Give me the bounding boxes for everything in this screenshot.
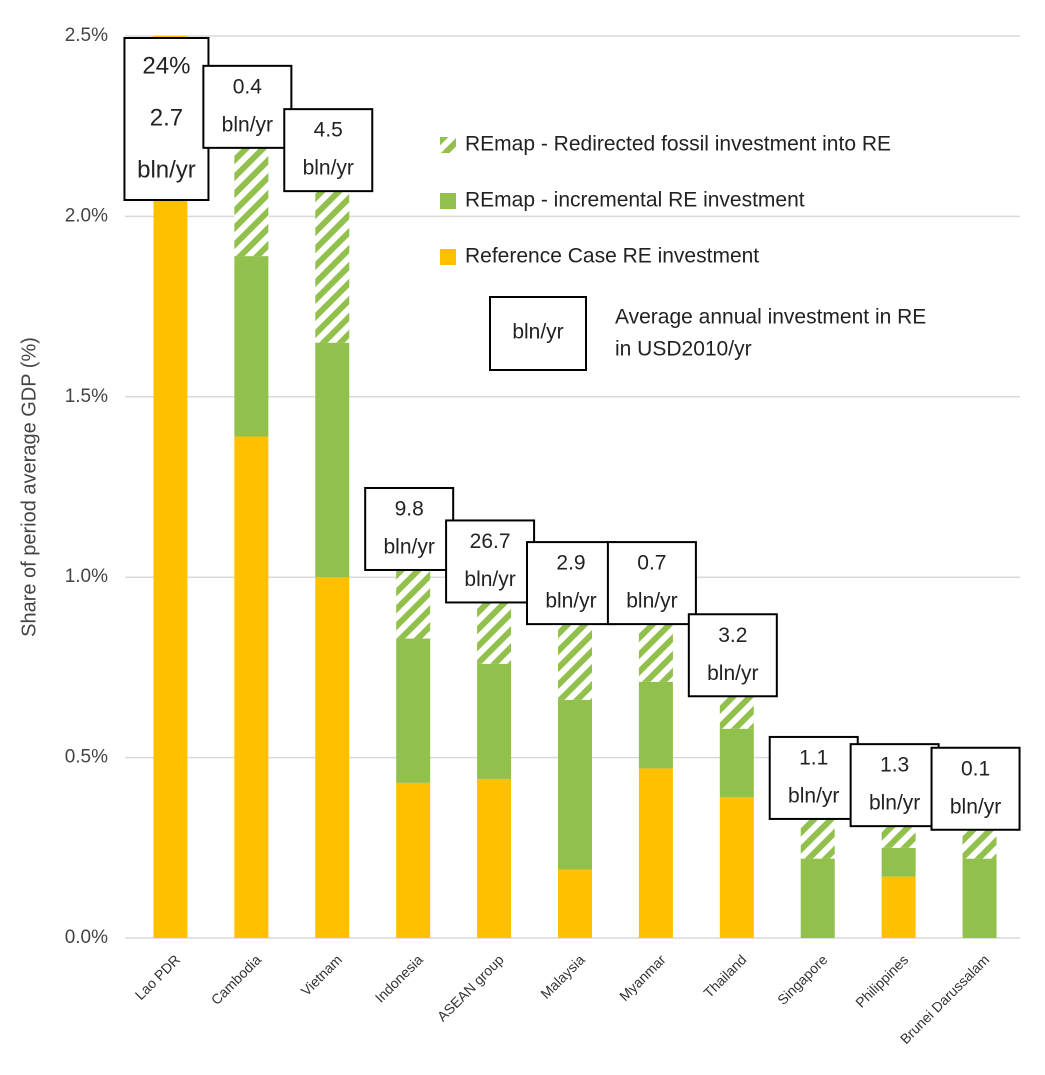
annotation-text: bln/yr xyxy=(464,568,515,591)
annotation-text: bln/yr xyxy=(303,157,354,180)
legend-swatch xyxy=(440,137,456,153)
x-tick-label: Singapore xyxy=(774,951,831,1008)
x-tick-label: Myanmar xyxy=(616,951,669,1004)
annotation-text: 2.7 xyxy=(150,104,183,131)
annotation-text: 26.7 xyxy=(470,530,511,553)
annotation-text: bln/yr xyxy=(222,113,273,136)
annotation-text: bln/yr xyxy=(950,795,1001,818)
bar-segment xyxy=(315,577,350,938)
y-tick-label: 1.5% xyxy=(65,386,108,407)
bars xyxy=(153,36,997,938)
bar-segment xyxy=(638,768,673,938)
annotation-text: 1.3 xyxy=(880,754,909,777)
x-tick-label: Brunei Darussalam xyxy=(897,951,993,1047)
annotation-text: 0.1 xyxy=(961,757,990,780)
legend-box xyxy=(489,296,587,371)
y-tick-label: 0.5% xyxy=(65,747,108,768)
y-tick-label: 1.0% xyxy=(65,566,108,587)
bar-segment xyxy=(719,728,754,798)
x-tick-label: Lao PDR xyxy=(132,951,183,1002)
annotation-box xyxy=(768,735,859,820)
bar-segment xyxy=(558,624,592,700)
bar-segment xyxy=(719,797,754,938)
annotation-box xyxy=(445,519,536,604)
bar-segment xyxy=(881,876,916,938)
annotation-text: 0.4 xyxy=(233,75,263,98)
legend-swatch xyxy=(440,249,456,265)
x-tick-label: Thailand xyxy=(700,951,749,1000)
annotation-box xyxy=(123,37,210,201)
annotation-box xyxy=(930,746,1021,831)
annotation-box xyxy=(606,541,697,626)
annotation-text: bln/yr xyxy=(788,784,839,807)
bar-segment xyxy=(881,826,916,848)
bar-segment xyxy=(962,858,997,938)
y-axis-label: Share of period average GDP (%) xyxy=(18,337,40,637)
bar-segment xyxy=(477,663,512,780)
bar-segment xyxy=(396,638,431,783)
annotation-text: 1.1 xyxy=(799,746,828,769)
bar-segment xyxy=(881,847,916,877)
x-tick-label: Indonesia xyxy=(372,951,426,1005)
annotation-text: bln/yr xyxy=(545,590,596,613)
annotation-text: 0.7 xyxy=(637,552,666,575)
annotation-text: bln/yr xyxy=(626,590,677,613)
annotation-box xyxy=(202,64,293,149)
bar-segment xyxy=(558,699,592,870)
annotation-box xyxy=(364,486,455,571)
y-tick-label: 0.0% xyxy=(65,927,108,948)
annotation-box xyxy=(849,743,940,828)
bar-segment xyxy=(800,858,835,938)
bar-segment xyxy=(315,191,350,343)
x-tick-label: Philippines xyxy=(852,951,911,1010)
y-tick-label: 2.0% xyxy=(65,205,108,226)
x-tick-label: Vietnam xyxy=(298,951,345,998)
bar-segment xyxy=(638,624,673,682)
annotation-text: bln/yr xyxy=(707,662,758,685)
x-tick-label: Cambodia xyxy=(208,951,265,1008)
bar-segment xyxy=(638,681,673,769)
bar-segment xyxy=(558,869,592,938)
x-tick-label: Malaysia xyxy=(537,951,588,1002)
annotation-text: bln/yr xyxy=(384,536,435,559)
bar-segment xyxy=(234,256,269,437)
annotation-text: 2.9 xyxy=(556,552,585,575)
bar-segment xyxy=(234,436,269,938)
bar-segment xyxy=(477,779,512,938)
legend-note: in USD2010/yr xyxy=(615,338,752,361)
legend-label: Reference Case RE investment xyxy=(465,245,759,268)
bar-segment xyxy=(719,696,754,729)
annotation-text: 9.8 xyxy=(395,498,424,521)
annotation-text: 4.5 xyxy=(314,119,343,142)
legend-note: Average annual investment in RE xyxy=(615,306,926,329)
legend-label: REmap - incremental RE investment xyxy=(465,189,805,212)
bar-segment xyxy=(234,147,269,257)
annotation-box xyxy=(283,108,374,193)
annotation-box xyxy=(687,613,778,698)
bar-segment xyxy=(315,342,350,578)
y-tick-label: 2.5% xyxy=(65,25,108,46)
annotation-text: bln/yr xyxy=(137,156,196,183)
x-tick-label: ASEAN group xyxy=(434,951,507,1024)
bar-segment xyxy=(800,818,835,859)
bar-segment xyxy=(962,829,997,859)
legend-swatch xyxy=(440,193,456,209)
bar-segment xyxy=(477,602,512,664)
bar-segment xyxy=(396,569,431,639)
annotation-text: 3.2 xyxy=(718,624,747,647)
annotation-box xyxy=(526,541,616,626)
annotation-text: bln/yr xyxy=(869,792,920,815)
legend-box-text: bln/yr xyxy=(512,321,563,344)
legend-label: REmap - Redirected fossil investment int… xyxy=(465,133,891,156)
annotation-text: 24% xyxy=(142,52,190,79)
bar-segment xyxy=(396,782,431,938)
